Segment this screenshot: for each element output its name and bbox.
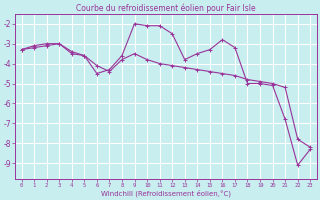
X-axis label: Windchill (Refroidissement éolien,°C): Windchill (Refroidissement éolien,°C) xyxy=(101,189,231,197)
Title: Courbe du refroidissement éolien pour Fair Isle: Courbe du refroidissement éolien pour Fa… xyxy=(76,3,256,13)
